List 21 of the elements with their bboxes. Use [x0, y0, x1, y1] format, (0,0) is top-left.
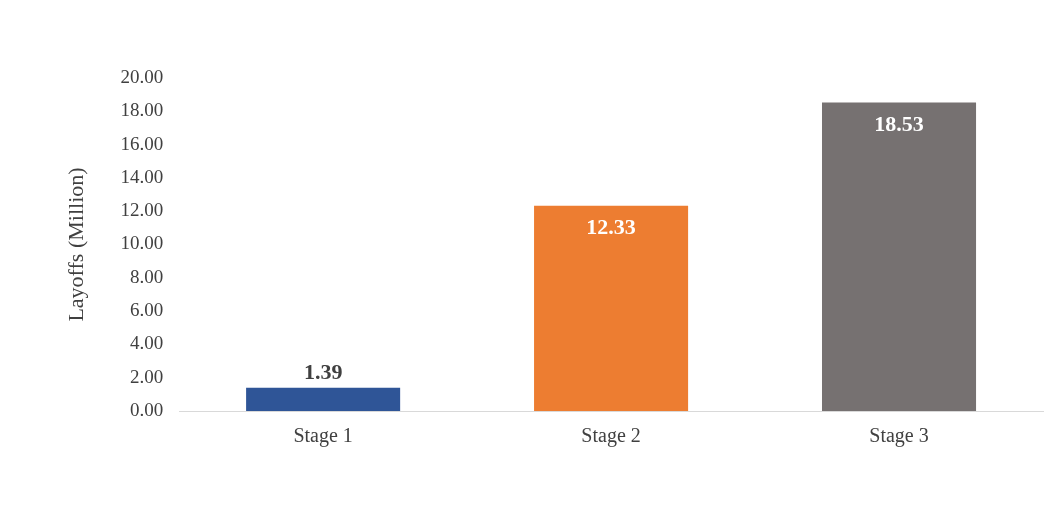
- y-tick-label: 6.00: [129, 299, 164, 321]
- y-tick-label: 4.00: [129, 332, 164, 354]
- data-label: 18.53: [874, 111, 924, 137]
- y-tick-label: 0.00: [129, 398, 164, 420]
- data-label: 12.33: [586, 214, 636, 240]
- x-tick-label: Stage 2: [581, 424, 641, 448]
- data-label: 1.39: [303, 358, 343, 384]
- x-tick-label: Stage 3: [869, 424, 929, 448]
- y-tick-label: 8.00: [129, 265, 164, 287]
- y-tick-label: 18.00: [120, 99, 164, 121]
- y-axis-title: Layoffs (Million): [62, 167, 88, 322]
- y-tick-label: 12.00: [120, 199, 164, 221]
- y-tick-label: 10.00: [120, 232, 164, 254]
- bar: [534, 205, 689, 411]
- y-tick-label: 2.00: [129, 365, 164, 387]
- bar: [246, 387, 401, 411]
- bar: [822, 102, 977, 411]
- y-tick-label: 20.00: [120, 65, 164, 87]
- y-tick-label: 16.00: [120, 132, 164, 154]
- x-tick-label: Stage 1: [293, 424, 353, 448]
- y-tick-label: 14.00: [120, 165, 164, 187]
